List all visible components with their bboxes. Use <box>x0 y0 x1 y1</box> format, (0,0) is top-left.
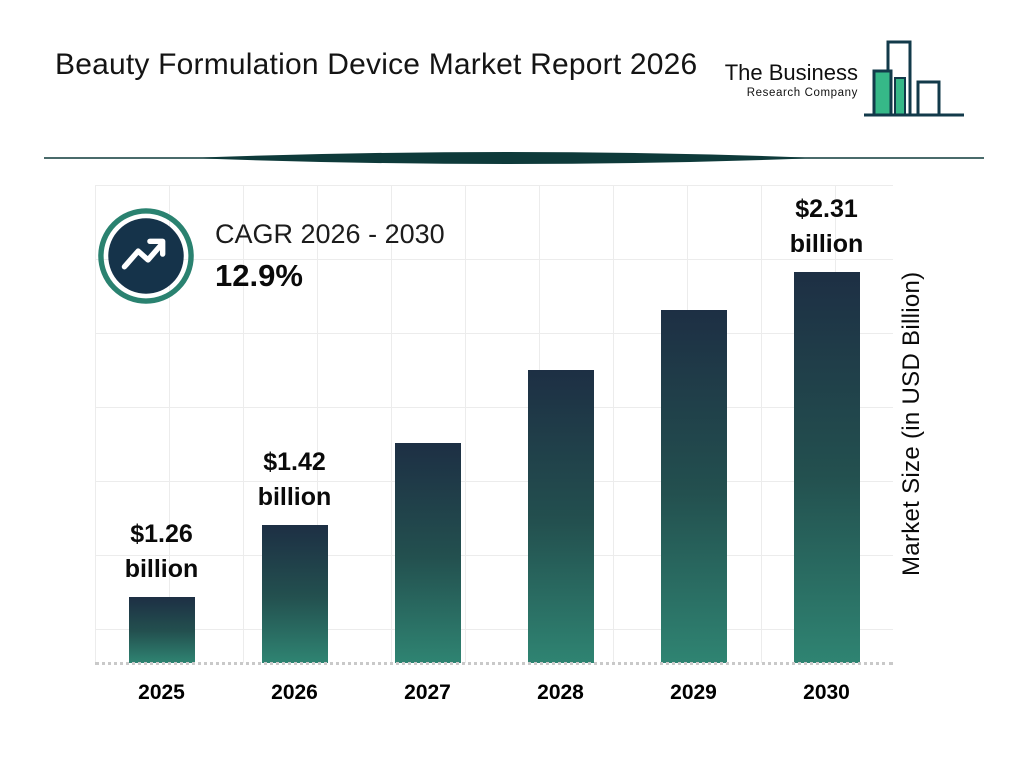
x-tick-2027: 2027 <box>404 681 451 704</box>
bar-2029 <box>660 310 727 663</box>
cagr-label: CAGR 2026 - 2030 <box>215 218 445 249</box>
company-logo: The Business Research Company <box>725 38 966 120</box>
bar-value-label-2026: $1.42 billion <box>257 448 332 511</box>
x-tick-2026: 2026 <box>271 681 318 704</box>
bar-2025 <box>128 597 195 663</box>
cagr-text: CAGR 2026 - 2030 12.9% <box>215 219 445 294</box>
logo-barchart-icon <box>864 40 964 117</box>
bar-group-2030: $2.31 billion <box>760 192 893 663</box>
divider-line <box>44 152 984 164</box>
x-axis-labels: 2025 2026 2027 2028 2029 2030 <box>95 681 893 705</box>
bar-value-label-2025: $1.26 billion <box>124 520 199 583</box>
bar-group-2026: $1.42 billion <box>228 445 361 663</box>
logo-subname: Research Company <box>746 87 858 99</box>
logo-text: The Business Research Company <box>725 60 858 99</box>
bar-group-2025: $1.26 billion <box>95 517 228 663</box>
x-tick-2028: 2028 <box>537 681 584 704</box>
bar-group-2028 <box>494 370 627 663</box>
page-title: Beauty Formulation Device Market Report … <box>55 48 698 81</box>
bar-group-2027 <box>361 443 494 663</box>
x-tick-2025: 2025 <box>138 681 185 704</box>
bars-container: $1.26 billion $1.42 billion $2.31 billion <box>95 185 893 663</box>
y-axis-label: Market Size (in USD Billion) <box>898 271 925 577</box>
bar-value-label-2030: $2.31 billion <box>789 195 864 258</box>
plot-area: CAGR 2026 - 2030 12.9% $1.26 billion $1.42… <box>95 185 893 665</box>
trend-up-icon <box>98 208 194 304</box>
axis-baseline <box>95 662 893 665</box>
x-tick-2030: 2030 <box>803 681 850 704</box>
bar-2030 <box>793 272 860 663</box>
x-tick-2029: 2029 <box>670 681 717 704</box>
bar-group-2029 <box>627 310 760 663</box>
bar-2027 <box>394 443 461 663</box>
cagr-badge: CAGR 2026 - 2030 12.9% <box>97 207 445 305</box>
bar-2028 <box>527 370 594 663</box>
bar-2026 <box>261 525 328 663</box>
cagr-value: 12.9% <box>215 257 303 293</box>
logo-name: The Business <box>724 60 858 85</box>
